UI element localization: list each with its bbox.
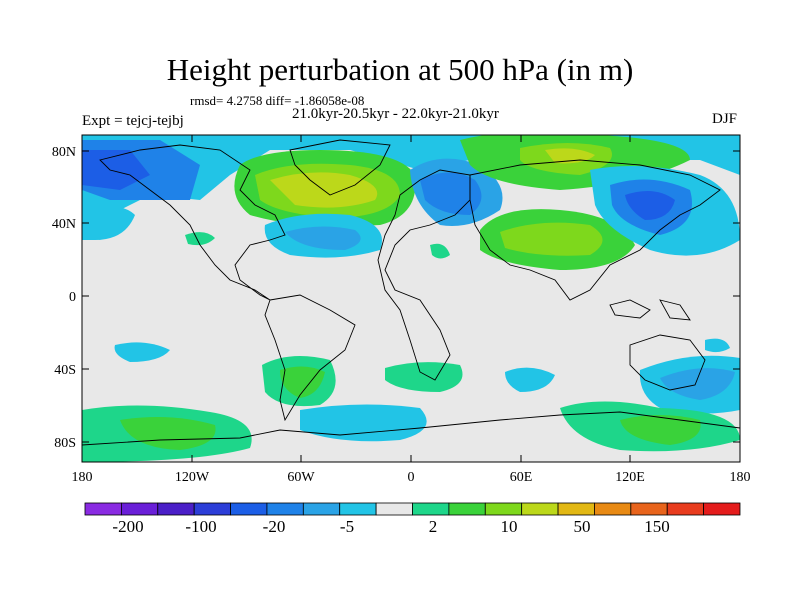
anomaly-region: [82, 206, 135, 240]
colorbar-label: 2: [429, 517, 438, 536]
anomaly-region: [120, 416, 216, 450]
lat-tick-label: 40N: [52, 217, 76, 232]
anomaly-region: [660, 368, 735, 400]
colorbar-box: [157, 502, 195, 516]
lon-tick-label: 60E: [510, 470, 533, 485]
colorbar-box: [339, 502, 377, 516]
anomaly-region: [500, 222, 603, 256]
lon-tick-marks: [81, 135, 631, 462]
anomaly-region: [385, 362, 463, 392]
lon-tick-label: 180: [72, 470, 93, 485]
stats-label: rmsd= 4.2758 diff= -1.86058e-08: [190, 93, 365, 108]
anomaly-region: [82, 150, 150, 190]
anomaly-region: [185, 232, 215, 246]
lat-tick-marks: [82, 150, 740, 443]
colorbar-box: [703, 502, 741, 516]
colorbar-label: 10: [501, 517, 518, 536]
anomaly-region: [280, 366, 325, 398]
anomaly-region: [705, 338, 730, 353]
anomaly-region: [505, 367, 555, 392]
anomaly-region: [620, 415, 701, 445]
coastline: [469, 159, 721, 301]
colorbar-box: [557, 502, 595, 516]
lat-tick-label: 40S: [54, 363, 76, 378]
plot-title: Height perturbation at 500 hPa (in m): [166, 52, 634, 87]
colorbar-label: 150: [644, 517, 670, 536]
anomaly-region: [300, 404, 427, 442]
colorbar-box: [594, 502, 632, 516]
colorbar-box: [266, 502, 304, 516]
colorbar-label: -5: [340, 517, 354, 536]
lon-tick-label: 60W: [287, 470, 315, 485]
anomaly-region: [545, 148, 595, 164]
anomaly-field: [82, 135, 740, 462]
colorbar-box: [230, 502, 268, 516]
colorbar-box: [666, 502, 705, 516]
period-label: 21.0kyr-20.5kyr - 22.0kyr-21.0kyr: [292, 106, 499, 122]
colorbar-box: [484, 502, 523, 516]
colorbar: [84, 502, 741, 516]
anomaly-region: [285, 226, 361, 250]
experiment-label: Expt = tejcj-tejbj: [82, 113, 184, 129]
coastline: [82, 411, 740, 446]
colorbar-box: [412, 502, 450, 516]
colorbar-box: [521, 502, 559, 516]
coastline: [264, 294, 356, 422]
colorbar-box: [375, 502, 413, 516]
colorbar-box: [84, 502, 122, 516]
colorbar-label: -100: [185, 517, 216, 536]
lat-tick-label: 80N: [52, 145, 76, 160]
lat-tick-label: 80S: [54, 436, 76, 451]
anomaly-region: [625, 191, 675, 220]
anomaly-region: [430, 243, 450, 259]
anomaly-region: [114, 342, 170, 362]
lon-tick-label: 180: [730, 470, 751, 485]
coastline: [289, 139, 391, 196]
coastline: [659, 299, 691, 321]
coastline: [609, 299, 651, 319]
coastline: [629, 334, 706, 391]
colorbar-label: 50: [574, 517, 591, 536]
colorbar-box: [120, 502, 159, 516]
colorbar-box: [630, 502, 668, 516]
lon-tick-label: 0: [408, 470, 415, 485]
lat-tick-label: 0: [69, 290, 76, 305]
season-label: DJF: [712, 111, 738, 127]
coastline: [99, 144, 286, 301]
colorbar-box: [448, 502, 486, 516]
coastlines: [82, 139, 740, 446]
colorbar-box: [302, 502, 341, 516]
lon-tick-label: 120E: [615, 470, 645, 485]
colorbar-label: -20: [263, 517, 286, 536]
lon-tick-label: 120W: [175, 470, 210, 485]
colorbar-label: -200: [112, 517, 143, 536]
colorbar-box: [193, 502, 231, 516]
